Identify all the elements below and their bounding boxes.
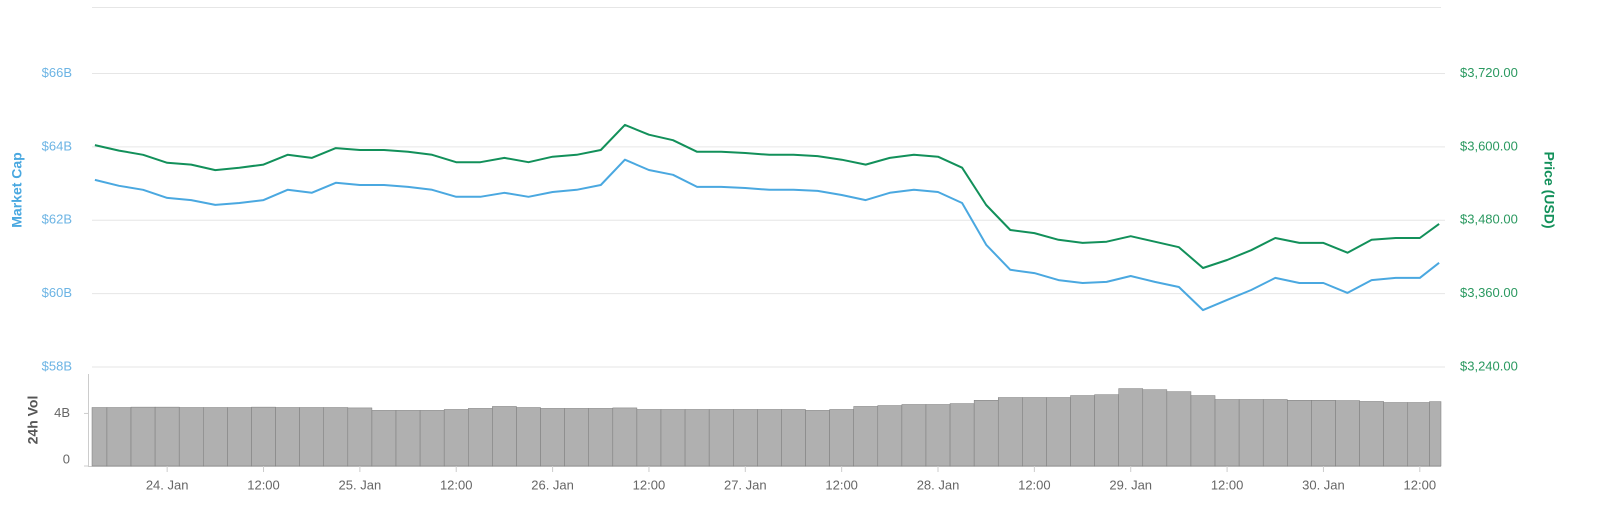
volume-bar — [997, 397, 1023, 467]
x-tick-label: 26. Jan — [531, 477, 574, 492]
volume-bar — [829, 409, 854, 467]
y2-axis-label: Price (USD) — [1541, 151, 1557, 228]
y-tick-label: $64B — [42, 138, 72, 153]
volume-bar — [1335, 400, 1360, 467]
x-tick-label: 12:00 — [633, 477, 666, 492]
volume-bar — [1118, 388, 1144, 467]
volume-bar — [203, 407, 228, 467]
volume-bar — [299, 407, 324, 467]
volume-bar — [323, 407, 349, 467]
volume-bar — [1142, 389, 1168, 467]
volume-bar — [178, 407, 204, 467]
y-tick-label: 4B — [54, 405, 70, 420]
volume-bar — [1166, 391, 1192, 467]
volume-bar — [805, 410, 830, 467]
x-tick-label: 12:00 — [440, 477, 473, 492]
volume-bar — [1383, 402, 1409, 467]
volume-bar — [684, 409, 710, 467]
volume-bar — [781, 409, 806, 467]
volume-bar — [853, 406, 879, 467]
volume-bar — [1359, 401, 1384, 467]
y2-tick-label: $3,240.00 — [1460, 358, 1518, 373]
volume-bar — [564, 408, 589, 467]
volume-bar — [516, 407, 541, 467]
volume-axis-label: 24h Vol — [25, 396, 41, 445]
series-line — [94, 123, 1440, 269]
volume-bar — [708, 409, 734, 467]
x-tick-label: 12:00 — [247, 477, 280, 492]
x-tick-label: 12:00 — [1211, 477, 1244, 492]
y-tick-label: $60B — [42, 285, 72, 300]
x-tick-label: 28. Jan — [917, 477, 960, 492]
volume-bar — [251, 406, 276, 467]
volume-bar — [154, 406, 180, 467]
volume-bar — [1407, 402, 1430, 467]
y2-tick-label: $3,720.00 — [1460, 65, 1518, 80]
volume-bar — [1046, 397, 1071, 467]
x-tick-label: 12:00 — [1018, 477, 1051, 492]
volume-bar — [347, 407, 373, 467]
volume-bar — [275, 407, 300, 467]
y-tick-label: 0 — [63, 451, 70, 466]
volume-bar — [395, 410, 421, 467]
volume-bar — [1022, 397, 1047, 467]
volume-bar — [588, 408, 614, 467]
volume-bar — [1429, 401, 1442, 467]
volume-bar — [612, 407, 638, 467]
x-tick-label: 24. Jan — [146, 477, 189, 492]
y-tick-label: $58B — [42, 358, 72, 373]
y-tick-label: $66B — [42, 65, 72, 80]
x-tick-label: 29. Jan — [1109, 477, 1152, 492]
volume-bar — [468, 408, 493, 467]
volume-bar — [925, 404, 951, 467]
y2-tick-label: $3,600.00 — [1460, 138, 1518, 153]
volume-bar — [973, 400, 999, 467]
x-tick-label: 30. Jan — [1302, 477, 1345, 492]
volume-bar — [130, 406, 156, 467]
volume-bar — [733, 409, 758, 467]
x-tick-label: 12:00 — [1404, 477, 1437, 492]
volume-bar — [540, 408, 565, 467]
x-tick-label: 12:00 — [825, 477, 858, 492]
y-tick-label: $62B — [42, 212, 72, 227]
volume-bar — [91, 407, 108, 467]
volume-bar — [1070, 395, 1095, 467]
volume-bar — [901, 404, 927, 467]
volume-bar — [1311, 400, 1336, 467]
y2-tick-label: $3,360.00 — [1460, 285, 1518, 300]
volume-bar — [1287, 400, 1312, 467]
volume-bar — [227, 407, 252, 467]
volume-bar — [1262, 399, 1288, 467]
volume-bar — [1214, 399, 1240, 467]
volume-bar — [443, 409, 469, 467]
volume-bar — [636, 409, 662, 467]
volume-bar — [492, 406, 517, 467]
volume-bar — [1190, 395, 1216, 467]
y2-tick-label: $3,480.00 — [1460, 212, 1518, 227]
volume-bar — [419, 410, 445, 467]
volume-bar — [877, 405, 903, 467]
volume-bar — [757, 409, 782, 467]
volume-bar — [1238, 399, 1264, 467]
volume-bar — [371, 410, 397, 467]
x-tick-label: 25. Jan — [339, 477, 382, 492]
volume-bar — [949, 403, 975, 467]
volume-bar — [106, 407, 132, 467]
volume-bar — [660, 409, 686, 467]
y-axis-label: Market Cap — [9, 152, 25, 227]
x-tick-label: 27. Jan — [724, 477, 767, 492]
volume-bar — [1094, 394, 1119, 467]
series-line — [94, 158, 1440, 312]
